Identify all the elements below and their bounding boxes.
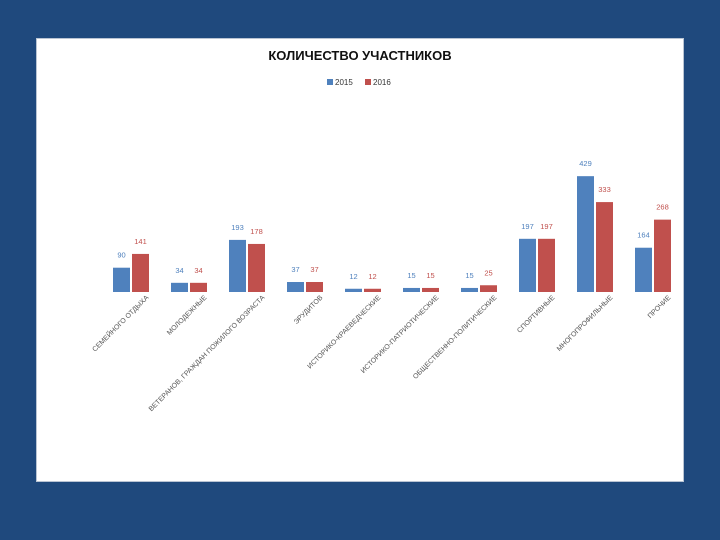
bar-2015-2 (229, 239, 246, 292)
category-label-0: СЕМЕЙНОГО ОТДЫХА (90, 293, 151, 354)
category-label-2: ВЕТЕРАНОВ, ГРАЖДАН ПОЖИЛОГО ВОЗРАСТА (148, 294, 267, 413)
bar-2015-5 (403, 287, 420, 292)
value-label-2015-8: 429 (579, 159, 592, 168)
value-label-2015-7: 197 (521, 222, 534, 231)
category-label-1: МОЛОДЕЖНЫЕ (166, 294, 209, 337)
bar-2015-9 (635, 247, 652, 292)
chart-title: КОЛИЧЕСТВО УЧАСТНИКОВ (268, 48, 451, 63)
bar-2015-7 (519, 238, 536, 292)
legend: 2015 2016 (327, 78, 391, 87)
bar-2015-4 (345, 288, 362, 292)
value-label-2016-8: 333 (598, 185, 611, 194)
value-label-2016-5: 15 (426, 271, 434, 280)
bar-2016-8 (596, 202, 613, 292)
value-label-2016-1: 34 (194, 266, 202, 275)
value-label-2015-5: 15 (407, 271, 415, 280)
value-label-2016-3: 37 (310, 265, 318, 274)
bar-2016-6 (480, 285, 497, 292)
bar-2016-3 (306, 282, 323, 292)
bar-2016-7 (538, 238, 555, 292)
bar-2016-0 (132, 253, 149, 292)
legend-swatch-2015 (327, 79, 333, 85)
value-labels-group: 90 141 34 34 193 178 37 37 12 12 15 15 15 25 197 197 429… (117, 159, 668, 281)
bar-2015-1 (171, 282, 188, 292)
bar-2015-8 (577, 176, 594, 292)
value-label-2016-9: 268 (656, 203, 669, 212)
category-label-9: ПРОЧИЕ (647, 294, 673, 320)
bar-chart: КОЛИЧЕСТВО УЧАСТНИКОВ 2015 2016 90 141 34 34… (90, 48, 673, 413)
bar-2016-9 (654, 219, 671, 292)
category-label-8: МНОГОПРОФИЛЬНЫЕ (556, 294, 615, 353)
bar-2015-0 (113, 267, 130, 292)
value-label-2016-2: 178 (250, 227, 263, 236)
bar-2016-5 (422, 287, 439, 292)
value-label-2015-1: 34 (175, 266, 183, 275)
bar-2015-6 (461, 287, 478, 292)
value-label-2015-4: 12 (349, 272, 357, 281)
value-label-2015-3: 37 (291, 265, 299, 274)
value-label-2016-7: 197 (540, 222, 553, 231)
legend-swatch-2016 (365, 79, 371, 85)
value-label-2015-0: 90 (117, 251, 125, 260)
bar-2015-3 (287, 282, 304, 292)
value-label-2016-4: 12 (368, 272, 376, 281)
value-label-2015-6: 15 (465, 271, 473, 280)
legend-label-2016: 2016 (373, 78, 391, 87)
bar-2016-4 (364, 288, 381, 292)
value-label-2016-6: 25 (484, 268, 492, 277)
bar-2016-1 (190, 282, 207, 292)
value-label-2016-0: 141 (134, 237, 147, 246)
value-label-2015-2: 193 (231, 223, 244, 232)
bars-group (113, 176, 671, 292)
legend-label-2015: 2015 (335, 78, 353, 87)
category-label-7: СПОРТИВНЫЕ (516, 294, 556, 334)
value-label-2015-9: 164 (637, 231, 650, 240)
category-label-3: ЭРУДИТОВ (293, 294, 325, 326)
bar-2016-2 (248, 243, 265, 292)
chart-frame: КОЛИЧЕСТВО УЧАСТНИКОВ 2015 2016 90 141 34 34… (36, 38, 684, 482)
